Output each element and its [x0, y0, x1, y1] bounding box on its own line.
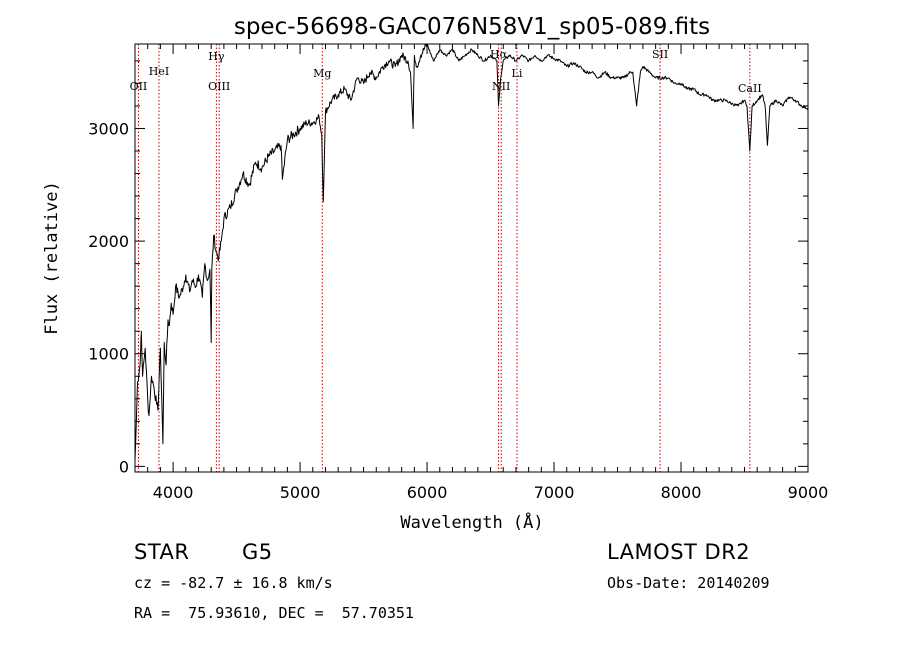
coordinates: RA = 75.93610, DEC = 57.70351: [134, 604, 414, 622]
spectrum-line: [135, 44, 808, 461]
line-label-hγ: Hγ: [208, 50, 225, 63]
line-label-nii: NII: [492, 80, 510, 93]
spectrum-chart: spec-56698-GAC076N58V1_sp05-089.fits OII…: [0, 0, 900, 540]
observation-date: Obs-Date: 20140209: [607, 574, 770, 592]
chart-title: spec-56698-GAC076N58V1_sp05-089.fits: [234, 14, 710, 40]
x-tick-label: 9000: [788, 483, 829, 502]
line-label-sii: SII: [652, 48, 668, 61]
x-tick-label: 5000: [280, 483, 321, 502]
plot-frame: [135, 44, 808, 472]
x-axis-label: Wavelength (Å): [400, 511, 543, 533]
object-class: STAR: [134, 540, 189, 564]
line-label-oii: OII: [130, 80, 148, 93]
y-tick-label: 2000: [88, 232, 129, 251]
survey-name: LAMOST DR2: [607, 540, 750, 564]
line-label-caii: CaII: [738, 82, 762, 95]
x-tick-label: 8000: [661, 483, 702, 502]
line-label-hei: HeI: [149, 65, 169, 78]
y-tick-label: 0: [119, 457, 129, 476]
x-tick-label: 7000: [534, 483, 575, 502]
object-subclass: G5: [242, 540, 273, 564]
y-axis-label: Flux (relative): [42, 181, 62, 335]
y-tick-label: 1000: [88, 345, 129, 364]
x-tick-label: 4000: [153, 483, 194, 502]
line-label-oiii: OIII: [208, 80, 230, 93]
line-label-mg: Mg: [313, 67, 331, 80]
redshift-velocity: cz = -82.7 ± 16.8 km/s: [134, 574, 333, 592]
y-tick-label: 3000: [88, 119, 129, 138]
x-tick-label: 6000: [407, 483, 448, 502]
line-label-li: Li: [512, 67, 523, 80]
